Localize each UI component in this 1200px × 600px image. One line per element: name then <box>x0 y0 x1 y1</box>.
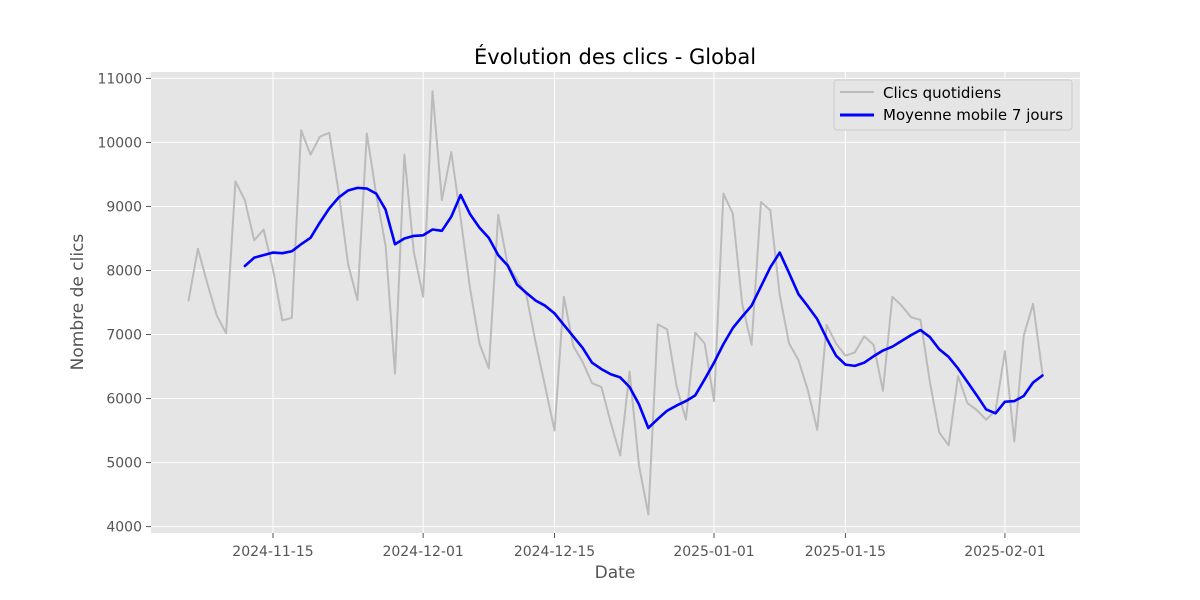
y-tick-label: 4000 <box>106 520 142 536</box>
series-layer <box>187 90 1044 516</box>
x-tick-label: 2025-01-15 <box>805 544 886 560</box>
legend: Clics quotidiens Moyenne mobile 7 jours <box>833 79 1073 131</box>
y-tick-label: 11000 <box>97 71 142 87</box>
y-axis: 4000 5000 6000 7000 8000 9000 10000 11000 <box>97 71 151 536</box>
legend-label-daily: Clics quotidiens <box>883 84 1001 102</box>
plot-area <box>151 72 1080 533</box>
chart-title: Évolution des clics - Global <box>474 44 756 69</box>
series-line-daily-clicks <box>187 90 1044 516</box>
legend-label-moving-average: Moyenne mobile 7 jours <box>883 106 1063 124</box>
y-tick-label: 8000 <box>106 263 142 279</box>
y-tick-label: 6000 <box>106 392 142 408</box>
y-axis-title: Nombre de clics <box>68 234 88 371</box>
x-axis-title: Date <box>595 563 636 583</box>
y-tick-label: 9000 <box>106 199 142 215</box>
x-tick-label: 2024-12-15 <box>514 544 595 560</box>
grid <box>151 72 1080 533</box>
x-tick-label: 2025-02-01 <box>964 544 1045 560</box>
x-tick-label: 2024-11-15 <box>232 544 313 560</box>
legend-box <box>833 79 1073 131</box>
y-tick-label: 5000 <box>106 456 142 472</box>
series-line-moving-average <box>243 186 1044 430</box>
y-tick-label: 10000 <box>97 135 142 151</box>
x-tick-label: 2025-01-01 <box>673 544 754 560</box>
x-tick-label: 2024-12-01 <box>382 544 463 560</box>
x-axis: 2024-11-15 2024-12-01 2024-12-15 2025-01-01… <box>232 533 1046 560</box>
y-tick-label: 7000 <box>106 328 142 344</box>
